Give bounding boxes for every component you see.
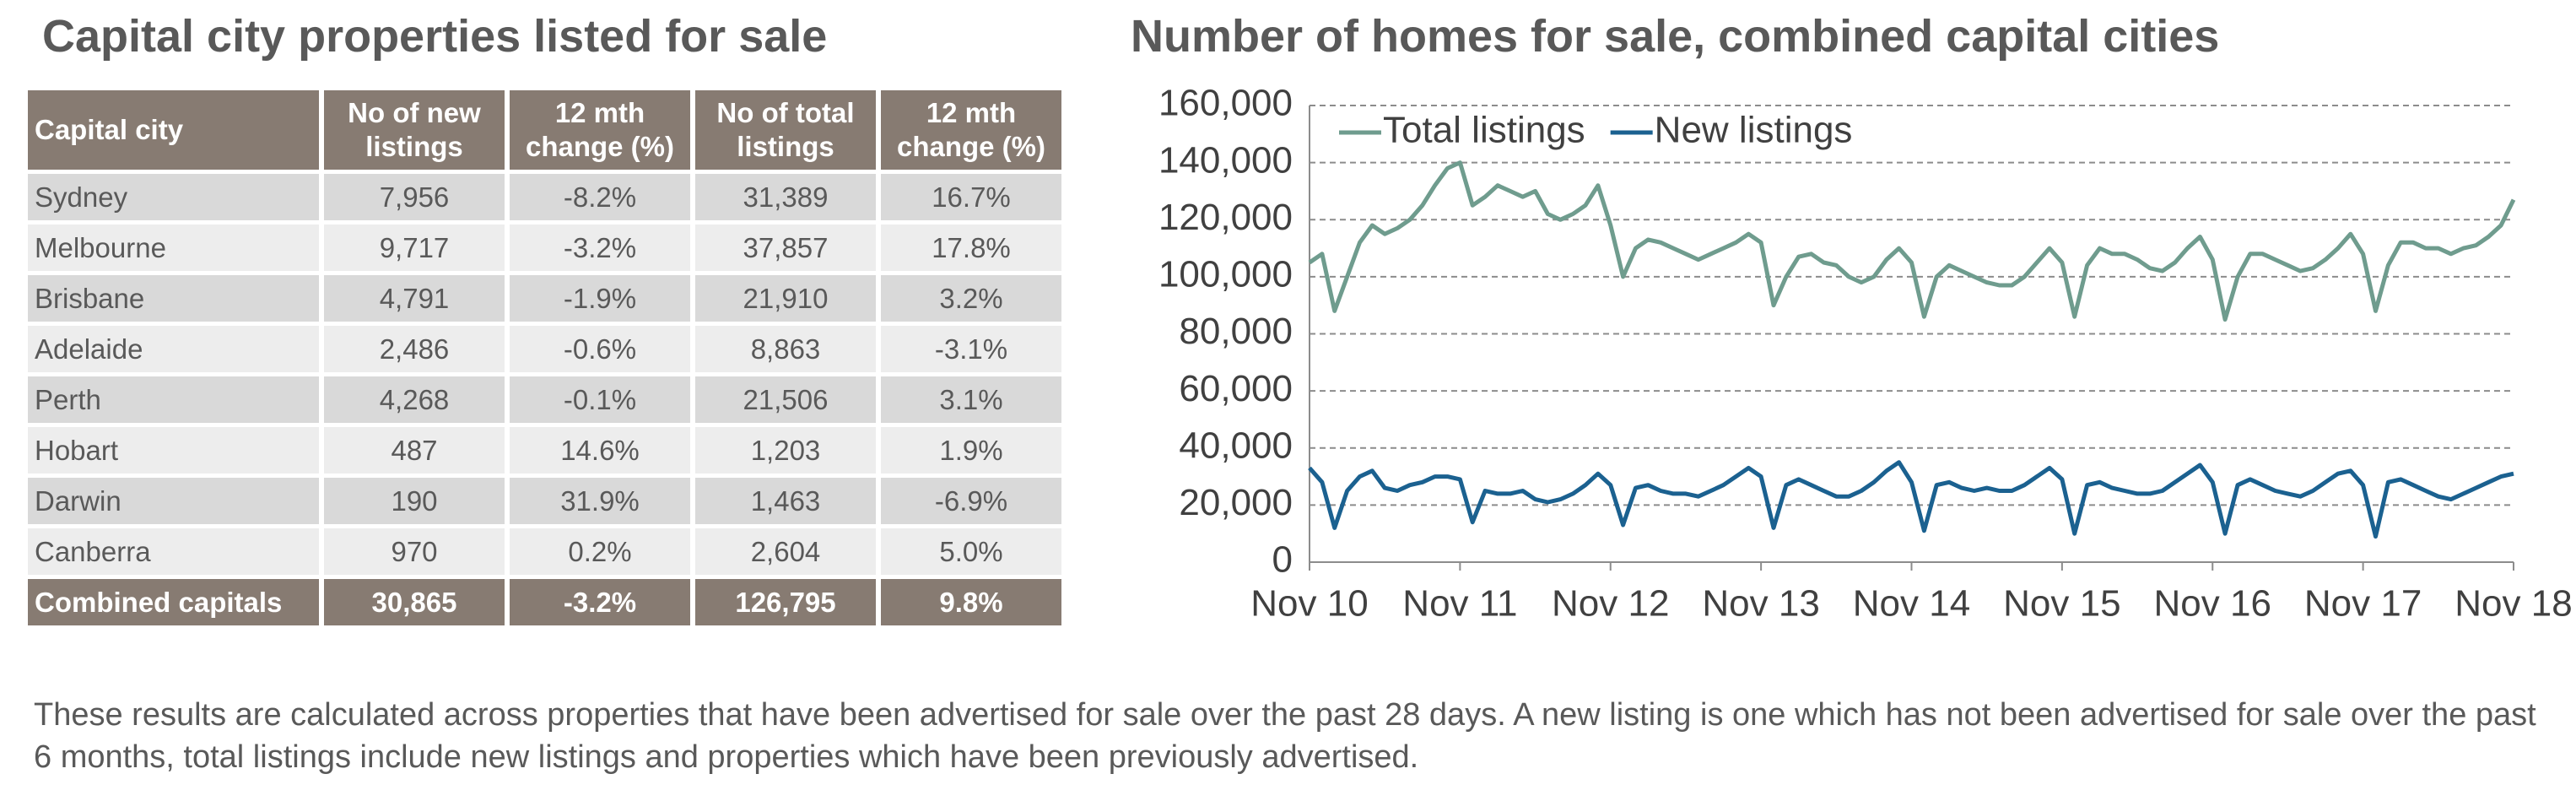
- table-cell: -3.1%: [881, 326, 1061, 372]
- table-cell: 31,389: [695, 174, 876, 220]
- table-cell: -0.1%: [510, 376, 690, 423]
- table-cell: 9,717: [324, 225, 505, 271]
- x-tick-label: Nov 16: [2154, 583, 2271, 625]
- table-row: Brisbane 4,791 -1.9% 21,910 3.2%: [28, 275, 1061, 322]
- table-cell: 1,463: [695, 478, 876, 524]
- y-tick-label: 0: [1272, 539, 1293, 581]
- table-cell: -8.2%: [510, 174, 690, 220]
- x-tick-label: Nov 10: [1250, 583, 1368, 625]
- header-cell: 12 mth change (%): [510, 90, 690, 170]
- x-tick-label: Nov 11: [1402, 583, 1517, 625]
- header-cell: 12 mth change (%): [881, 90, 1061, 170]
- total-cell: 30,865: [324, 579, 505, 625]
- table-cell: 5.0%: [881, 528, 1061, 575]
- table-cell: 0.2%: [510, 528, 690, 575]
- y-tick-label: 80,000: [1179, 311, 1293, 352]
- table-cell: Sydney: [28, 174, 319, 220]
- header-cell: No of new listings: [324, 90, 505, 170]
- table-cell: 21,910: [695, 275, 876, 322]
- chart: 0 20,000 40,000 60,000 80,000 100,000 120,000 1…: [1158, 83, 2573, 625]
- x-tick-label: Nov 18: [2454, 583, 2572, 625]
- series-line: [1308, 460, 2514, 539]
- x-tick-label: Nov 15: [2003, 583, 2120, 625]
- table-row: Perth 4,268 -0.1% 21,506 3.1%: [28, 376, 1061, 423]
- legend-label: New listings: [1655, 110, 1853, 151]
- table-cell: 37,857: [695, 225, 876, 271]
- table-cell: 1,203: [695, 427, 876, 474]
- table-cell: 2,486: [324, 326, 505, 372]
- x-tick-label: Nov 17: [2304, 583, 2422, 625]
- table-row: Adelaide 2,486 -0.6% 8,863 -3.1%: [28, 326, 1061, 372]
- table-cell: Perth: [28, 376, 319, 423]
- total-cell: -3.2%: [510, 579, 690, 625]
- y-tick-label: 120,000: [1158, 197, 1293, 238]
- y-tick-label: 60,000: [1179, 368, 1293, 409]
- y-tick-label: 40,000: [1179, 425, 1293, 466]
- total-cell: Combined capitals: [28, 579, 319, 625]
- table-cell: -3.2%: [510, 225, 690, 271]
- y-tick-label: 140,000: [1158, 139, 1293, 181]
- table-cell: -6.9%: [881, 478, 1061, 524]
- table-cell: 2,604: [695, 528, 876, 575]
- table-cell: 7,956: [324, 174, 505, 220]
- legend-label: Total listings: [1383, 110, 1585, 151]
- table-row: Sydney 7,956 -8.2% 31,389 16.7%: [28, 174, 1061, 220]
- table-cell: 3.1%: [881, 376, 1061, 423]
- x-tick-label: Nov 14: [1853, 583, 1970, 625]
- table-row: Melbourne 9,717 -3.2% 37,857 17.8%: [28, 225, 1061, 271]
- table-cell: Adelaide: [28, 326, 319, 372]
- table-cell: Melbourne: [28, 225, 319, 271]
- table-cell: 21,506: [695, 376, 876, 423]
- table-cell: Hobart: [28, 427, 319, 474]
- table-row: Darwin 190 31.9% 1,463 -6.9%: [28, 478, 1061, 524]
- header-cell: Capital city: [28, 90, 319, 170]
- series-line: [1308, 160, 2516, 322]
- listings-table: Capital city No of new listings 12 mth cha…: [23, 86, 1067, 630]
- total-row: Combined capitals 30,865 -3.2% 126,795 9.8%: [28, 579, 1061, 625]
- table-cell: 31.9%: [510, 478, 690, 524]
- table-row: Canberra 970 0.2% 2,604 5.0%: [28, 528, 1061, 575]
- table-cell: Brisbane: [28, 275, 319, 322]
- table-cell: 16.7%: [881, 174, 1061, 220]
- header-row: Capital city No of new listings 12 mth cha…: [28, 90, 1061, 170]
- table-cell: 17.8%: [881, 225, 1061, 271]
- table-row: Hobart 487 14.6% 1,203 1.9%: [28, 427, 1061, 474]
- y-tick-label: 100,000: [1158, 254, 1293, 295]
- table-cell: 970: [324, 528, 505, 575]
- header-cell: No of total listings: [695, 90, 876, 170]
- x-tick-label: Nov 12: [1552, 583, 1669, 625]
- table-cell: 4,791: [324, 275, 505, 322]
- table-cell: Darwin: [28, 478, 319, 524]
- table-cell: 190: [324, 478, 505, 524]
- table-title: Capital city properties listed for sale: [42, 11, 828, 62]
- table-cell: -0.6%: [510, 326, 690, 372]
- total-cell: 9.8%: [881, 579, 1061, 625]
- table-cell: 8,863: [695, 326, 876, 372]
- table-cell: 3.2%: [881, 275, 1061, 322]
- table-cell: 1.9%: [881, 427, 1061, 474]
- x-tick-label: Nov 13: [1702, 583, 1819, 625]
- total-cell: 126,795: [695, 579, 876, 625]
- table-cell: 4,268: [324, 376, 505, 423]
- table-cell: 487: [324, 427, 505, 474]
- table-cell: Canberra: [28, 528, 319, 575]
- y-tick-label: 160,000: [1158, 83, 1293, 124]
- table-cell: -1.9%: [510, 275, 690, 322]
- y-tick-label: 20,000: [1179, 482, 1293, 523]
- footnote: These results are calculated across prop…: [34, 697, 2536, 775]
- table-cell: 14.6%: [510, 427, 690, 474]
- chart-title: Number of homes for sale, combined capit…: [1131, 11, 2220, 62]
